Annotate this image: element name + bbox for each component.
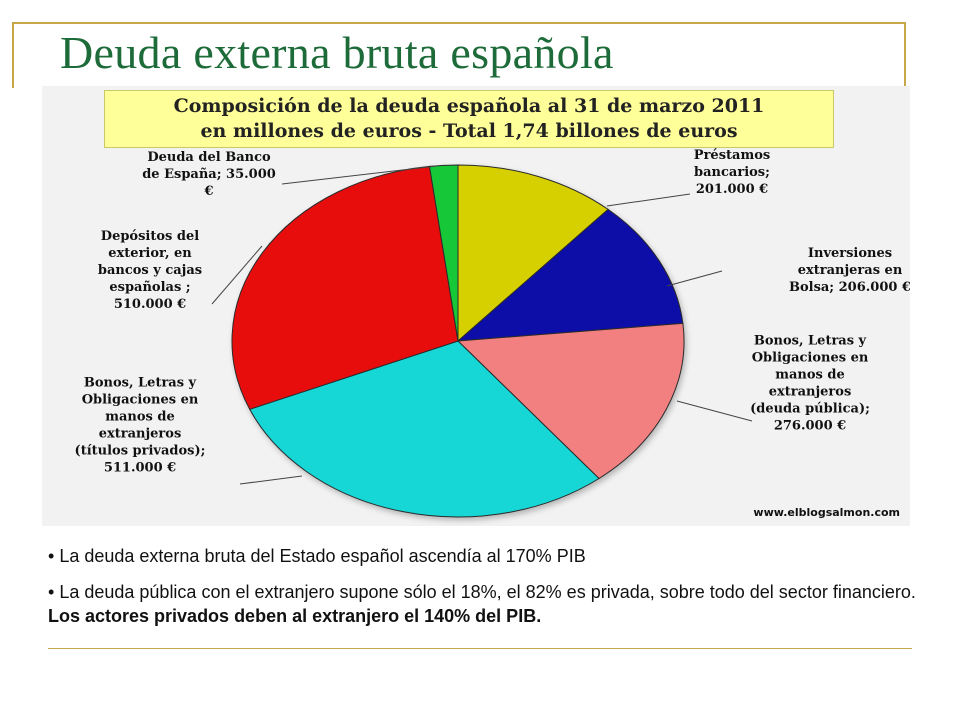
slice-label-4-line-5: (títulos privados);: [75, 444, 206, 459]
slice-label-1-line-1: Préstamos: [694, 148, 770, 163]
slice-label-4-line-1: Bonos, Letras y: [84, 376, 197, 391]
title-left-rule: [12, 22, 14, 88]
slice-label-2-line-3: Bolsa; 206.000 €: [789, 280, 910, 295]
pie-slice-4: [248, 340, 600, 518]
slice-label-1-line-2: bancarios;: [694, 165, 770, 180]
slice-label-1: Préstamos bancarios; 201.000 €: [694, 148, 770, 197]
pie-slice-2: [456, 208, 684, 342]
title-right-rule: [904, 22, 906, 88]
pie-chart: Préstamos bancarios; 201.000 € Inversiones e…: [75, 148, 910, 519]
chart-figure: Composición de la deuda española al 31 d…: [42, 86, 910, 526]
leader-line-3: [676, 400, 753, 422]
slice-label-4-line-6: 511.000 €: [104, 461, 176, 476]
bullet-list: • La deuda externa bruta del Estado espa…: [48, 544, 918, 640]
slice-label-3: Bonos, Letras y Obligaciones en manos de ex…: [750, 334, 870, 434]
bullet-2-text: La deuda pública con el extranjero supon…: [59, 582, 916, 602]
slice-label-3-line-3: manos de: [775, 368, 845, 383]
leader-line-5: [211, 245, 263, 305]
pie-slice-5: [231, 165, 459, 410]
slice-label-6-line-1: Deuda del Banco: [147, 150, 271, 165]
slice-label-3-line-1: Bonos, Letras y: [754, 334, 867, 349]
pie-slice-3: [456, 322, 685, 480]
bullet-1-text: La deuda externa bruta del Estado españo…: [59, 546, 586, 566]
bullet-1: • La deuda externa bruta del Estado espa…: [48, 544, 918, 568]
slice-label-4-line-3: manos de: [105, 410, 175, 425]
slice-label-6-line-2: de España; 35.000: [142, 167, 276, 182]
slice-label-1-line-3: 201.000 €: [696, 182, 768, 197]
bullet-2: • La deuda pública con el extranjero sup…: [48, 580, 918, 628]
slice-label-3-line-6: 276.000 €: [774, 419, 846, 434]
slice-label-5-line-2: exterior, en: [108, 246, 192, 261]
bullet-2-bold-text: Los actores privados deben al extranjero…: [48, 606, 542, 626]
slice-label-4-line-2: Obligaciones en: [82, 393, 199, 408]
slice-label-4: Bonos, Letras y Obligaciones en manos de ex…: [75, 376, 206, 476]
bullet-2-marker: •: [48, 582, 55, 602]
slice-label-5-line-1: Depósitos del: [101, 229, 199, 244]
leader-line-4: [239, 475, 303, 485]
leader-line-2: [666, 270, 723, 287]
slice-label-6-line-3: €: [203, 184, 213, 199]
leader-line-1: [606, 193, 691, 207]
pie-slice-1: [457, 164, 609, 343]
slice-label-5: Depósitos del exterior, en bancos y cajas e…: [98, 229, 202, 312]
leader-line-6: [281, 165, 438, 185]
slice-label-5-line-3: bancos y cajas: [98, 263, 202, 278]
slide-title: Deuda externa bruta española: [60, 27, 614, 78]
slice-label-6: Deuda del Banco de España; 35.000 €: [142, 150, 276, 199]
slice-label-2-line-2: extranjeras en: [798, 263, 903, 278]
slice-label-3-line-4: extranjeros: [769, 385, 852, 400]
title-top-rule: [12, 22, 904, 24]
slice-label-2: Inversiones extranjeras en Bolsa; 206.000 …: [789, 246, 910, 295]
bottom-rule: [48, 648, 912, 649]
chart-subtitle: en millones de euros - Total 1,74 billon…: [200, 120, 738, 142]
slice-label-5-line-5: 510.000 €: [114, 297, 186, 312]
slice-label-3-line-2: Obligaciones en: [752, 351, 869, 366]
slice-label-4-line-4: extranjeros: [99, 427, 182, 442]
slice-label-2-line-1: Inversiones: [808, 246, 892, 261]
bullet-1-marker: •: [48, 546, 55, 566]
slice-label-5-line-4: españolas ;: [109, 280, 190, 295]
chart-title: Composición de la deuda española al 31 d…: [173, 95, 765, 117]
slice-label-3-line-5: (deuda pública);: [750, 402, 870, 417]
chart-title-box: Composición de la deuda española al 31 d…: [104, 90, 834, 148]
chart-watermark: www.elblogsalmon.com: [753, 506, 900, 519]
